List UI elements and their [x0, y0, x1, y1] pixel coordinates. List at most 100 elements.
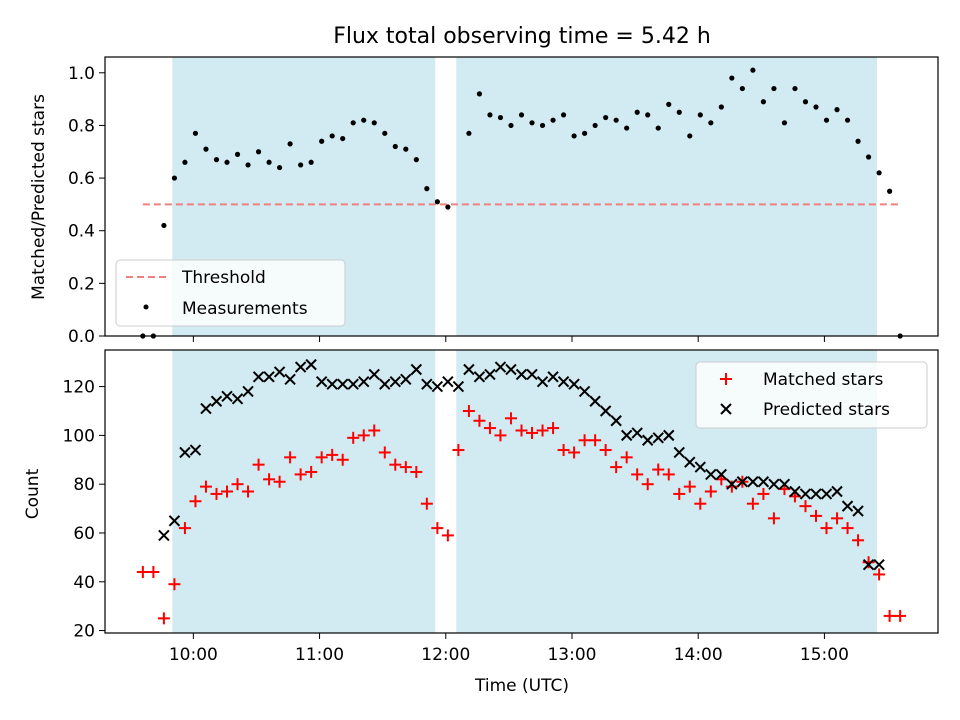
- predicted-star-point: [547, 371, 559, 383]
- predicted-star-stroke: [168, 515, 181, 527]
- measurement-point: [624, 125, 630, 131]
- measurement-point: [203, 146, 209, 152]
- predicted-star-stroke: [515, 368, 528, 381]
- predicted-star-point: [715, 468, 728, 481]
- matched-star-point: [662, 468, 675, 481]
- measurement-point: [213, 157, 220, 163]
- predicted-star-point: [831, 485, 843, 498]
- matched-star-point: [578, 434, 591, 447]
- predicted-star-stroke: [179, 446, 191, 459]
- predicted-star-point: [841, 500, 854, 512]
- measurement-point: [582, 130, 588, 136]
- predicted-star-point: [473, 371, 486, 383]
- predicted-star-point: [726, 478, 738, 490]
- matched-star-point: [242, 485, 255, 498]
- top-legend-box: [115, 259, 346, 327]
- predicted-star-stroke: [799, 488, 812, 500]
- matched-star-point: [641, 478, 654, 491]
- predicted-star-point: [557, 376, 570, 388]
- matched-star-point: [473, 414, 486, 427]
- measurement-point: [234, 151, 241, 157]
- x-tick-label: 14:00: [674, 645, 723, 665]
- predicted-star-stroke: [284, 373, 296, 385]
- matched-star-point: [725, 480, 738, 493]
- measurement-point: [245, 162, 251, 168]
- measurement-point: [403, 146, 409, 152]
- matched-star-point: [157, 612, 170, 625]
- matched-star-point: [347, 431, 360, 444]
- predicted-star-stroke: [189, 444, 202, 456]
- predicted-star-stroke: [694, 461, 707, 473]
- legend-predicted-label: Predicted stars: [763, 400, 890, 420]
- measurement-point: [887, 188, 893, 194]
- predicted-star-stroke: [599, 405, 612, 417]
- matched-star-point: [189, 495, 202, 508]
- y-tick-label: 120: [63, 378, 95, 398]
- measurement-point: [739, 85, 745, 92]
- predicted-star-point: [347, 378, 359, 390]
- legend-matched-swatch: [720, 373, 732, 385]
- matched-star-point: [631, 468, 644, 481]
- predicted-star-point: [810, 488, 822, 500]
- measurement-point: [613, 117, 619, 123]
- y-tick-label: 0.4: [68, 222, 95, 242]
- predicted-star-stroke: [715, 468, 728, 481]
- measurement-point: [434, 199, 440, 205]
- predicted-star-point: [568, 378, 580, 390]
- predicted-star-point: [463, 363, 475, 376]
- predicted-star-stroke: [841, 500, 854, 512]
- predicted-star-point: [284, 373, 296, 385]
- matched-star-point: [515, 424, 528, 437]
- predicted-star-point: [358, 376, 370, 388]
- matched-star-point: [610, 461, 623, 474]
- measurement-point: [497, 114, 504, 121]
- predicted-star-point: [652, 432, 664, 444]
- predicted-star-stroke: [231, 393, 244, 405]
- matched-star-point: [178, 522, 191, 535]
- predicted-star-point: [368, 368, 380, 381]
- predicted-star-stroke: [315, 376, 328, 388]
- matched-star-point: [378, 446, 391, 459]
- predicted-star-point: [158, 529, 170, 542]
- predicted-star-stroke: [252, 371, 265, 383]
- matched-star-point: [441, 529, 454, 542]
- predicted-star-stroke: [726, 478, 738, 490]
- x-tick-label: 13:00: [547, 645, 596, 665]
- matched-star-point: [305, 465, 318, 478]
- matched-star-point: [799, 500, 812, 513]
- measurement-point: [224, 159, 230, 165]
- predicted-star-stroke: [536, 376, 549, 388]
- matched-star-point: [809, 509, 822, 522]
- predicted-star-point: [379, 378, 391, 390]
- predicted-star-point: [294, 361, 307, 373]
- matched-star-point: [894, 609, 907, 622]
- measurement-point: [487, 112, 493, 118]
- matched-star-point: [389, 458, 402, 471]
- x-tick-label: 12:00: [421, 645, 470, 665]
- measurement-point: [844, 117, 851, 123]
- predicted-star-point: [452, 380, 465, 393]
- predicted-star-point: [505, 363, 517, 376]
- measurement-point: [276, 164, 283, 171]
- measurement-point: [255, 149, 262, 155]
- predicted-star-stroke: [410, 363, 423, 376]
- measurement-point: [718, 104, 724, 110]
- predicted-star-stroke: [778, 478, 791, 490]
- predicted-star-point: [315, 376, 328, 388]
- measurement-point: [708, 120, 714, 126]
- measurement-point: [876, 170, 882, 176]
- measurement-point: [603, 114, 609, 121]
- predicted-star-point: [442, 376, 454, 388]
- measurement-point: [571, 133, 577, 139]
- predicted-star-stroke: [557, 376, 570, 388]
- matched-star-point: [136, 566, 149, 579]
- predicted-star-point: [768, 478, 780, 490]
- matched-star-point: [757, 487, 770, 500]
- measurement-point: [813, 104, 819, 110]
- matched-star-point: [263, 473, 276, 486]
- top-panel: Flux total observing time = 5.42 h 0.00.…: [29, 24, 939, 347]
- measurement-point: [445, 204, 451, 210]
- measurement-point: [865, 154, 872, 160]
- measurement-point: [192, 130, 199, 136]
- predicted-star-stroke: [673, 446, 685, 459]
